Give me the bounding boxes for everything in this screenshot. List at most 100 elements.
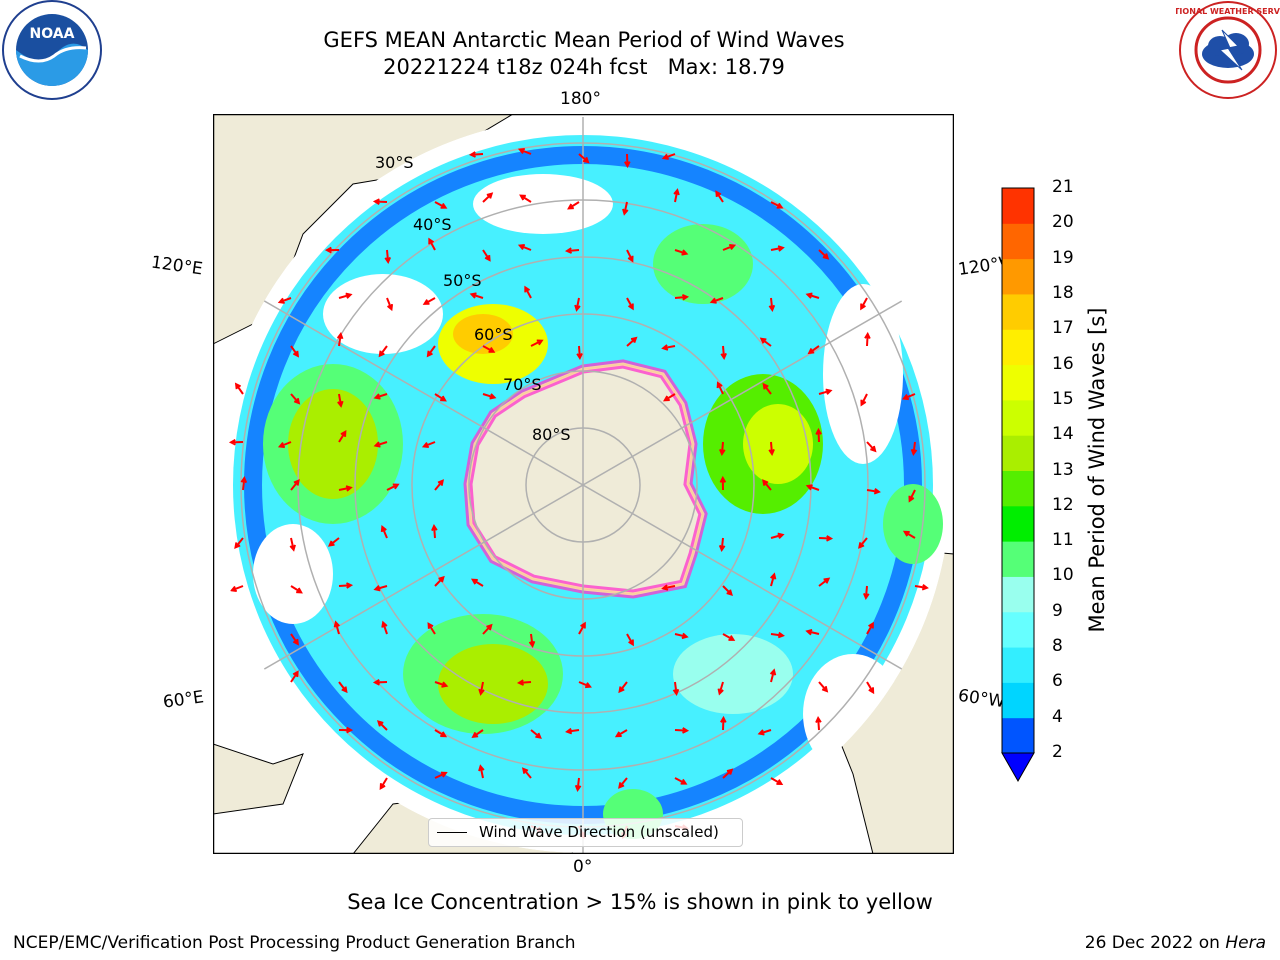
- wave-direction-arrow: [519, 194, 532, 203]
- colorbar-segment: [1002, 188, 1034, 224]
- colorbar-segment: [1002, 647, 1034, 683]
- colorbar-segment: [1002, 611, 1034, 648]
- wave-direction-arrow: [770, 201, 784, 209]
- wave-direction-arrow: [709, 297, 724, 304]
- wave-direction-arrow: [618, 777, 628, 789]
- wave-direction-arrow: [434, 681, 449, 688]
- wave-direction-arrow: [902, 530, 916, 539]
- wave-direction-arrow: [673, 188, 680, 203]
- wave-direction-arrow: [578, 153, 590, 164]
- colorbar-label: Mean Period of Wind Waves [s]: [1085, 307, 1109, 633]
- wave-direction-arrow: [722, 768, 734, 779]
- wave-direction-arrow: [768, 297, 776, 313]
- wave-direction-arrow: [234, 382, 244, 395]
- wave-direction-arrow: [626, 249, 634, 263]
- wave-direction-arrow: [478, 681, 485, 696]
- wave-direction-arrow: [901, 393, 916, 401]
- wave-direction-arrow: [333, 620, 341, 635]
- wave-direction-arrow: [770, 777, 784, 786]
- colorbar-segment: [1002, 505, 1034, 542]
- wave-direction-arrow: [338, 292, 353, 299]
- wave-direction-arrow: [381, 620, 388, 635]
- wave-direction-arrow: [517, 243, 532, 251]
- meridian-line: [215, 224, 951, 746]
- wave-direction-arrow: [434, 729, 448, 738]
- wave-direction-arrow: [866, 487, 881, 495]
- wave-direction-arrow: [324, 246, 340, 254]
- colorbar-segment: [1002, 364, 1034, 401]
- colorbar-segment: [1002, 682, 1034, 719]
- lon-label-lower-left: 60°E: [161, 687, 206, 713]
- colorbar-tick-label: 11: [1052, 530, 1074, 551]
- wave-direction-arrow: [434, 479, 445, 491]
- wave-direction-arrow: [818, 535, 834, 542]
- wave-direction-arrow: [661, 153, 676, 160]
- colorbar-segment: [1002, 258, 1034, 295]
- wave-direction-arrow: [818, 681, 829, 693]
- wave-direction-arrow: [379, 777, 388, 790]
- map-title: GEFS MEAN Antarctic Mean Period of Wind …: [323, 28, 845, 52]
- wave-direction-arrow: [380, 525, 388, 539]
- wave-direction-arrow: [567, 201, 580, 210]
- wave-direction-arrow: [482, 345, 496, 353]
- wave-direction-arrow: [290, 670, 299, 683]
- wave-direction-arrow: [229, 585, 244, 592]
- wave-direction-arrow: [290, 585, 303, 594]
- wave-direction-arrow: [530, 729, 542, 739]
- colorbar-tick-label: 20: [1052, 212, 1074, 233]
- colorbar-segment: [1002, 223, 1034, 260]
- colorbar-segment: [1002, 435, 1034, 471]
- wave-direction-arrow: [770, 572, 777, 587]
- wave-direction-arrow: [427, 622, 436, 635]
- wave-direction-arrow: [482, 393, 497, 400]
- colorbar-tick-label: 6: [1052, 671, 1063, 692]
- wave-direction-arrow: [858, 537, 868, 549]
- wave-direction-arrow: [757, 729, 772, 736]
- wave-direction-arrow: [565, 727, 580, 735]
- colorbar-segment: [1002, 399, 1034, 436]
- wave-direction-arrow: [672, 681, 680, 696]
- wave-direction-arrow: [818, 388, 833, 395]
- wave-direction-arrow: [807, 345, 820, 355]
- colorbar-tick-label: 15: [1052, 388, 1074, 409]
- colorbar-tick-label: 14: [1052, 424, 1074, 445]
- wave-direction-arrow: [908, 489, 916, 503]
- wave-direction-arrow: [866, 441, 877, 453]
- wave-direction-arrow: [277, 297, 292, 304]
- wave-direction-arrow: [290, 345, 300, 358]
- wave-direction-arrow: [805, 628, 820, 636]
- wave-direction-arrow: [720, 715, 727, 731]
- footer-date-text: 26 Dec 2022 on: [1084, 933, 1226, 953]
- wave-direction-arrow: [661, 344, 676, 351]
- wave-direction-arrow: [428, 237, 436, 251]
- wave-direction-arrow: [805, 484, 820, 491]
- wave-direction-arrow: [622, 201, 629, 216]
- wave-direction-arrow: [719, 475, 727, 491]
- wave-direction-arrow: [674, 249, 689, 256]
- wave-direction-arrow: [468, 151, 484, 158]
- colorbar-tick-label: 16: [1052, 353, 1074, 374]
- wave-direction-arrow: [574, 297, 581, 312]
- wave-direction-arrow: [818, 249, 830, 260]
- wave-direction-arrow: [818, 577, 831, 587]
- sea-ice-caption: Sea Ice Concentration > 15% is shown in …: [0, 890, 1280, 914]
- wave-direction-arrow: [528, 633, 536, 648]
- wave-direction-arrow: [626, 297, 634, 311]
- wave-direction-arrow: [564, 247, 580, 254]
- lon-label-lower-right: 60°W: [956, 685, 1007, 713]
- wave-direction-arrow: [516, 679, 532, 686]
- wave-direction-arrow: [422, 297, 436, 305]
- nws-logo: NATIONAL WEATHER SERVICE: [1162, 0, 1280, 104]
- noaa-logo-text: NOAA: [30, 26, 75, 42]
- wave-direction-arrow: [674, 777, 688, 785]
- wave-direction-arrow: [718, 537, 726, 553]
- wave-direction-arrow: [373, 393, 388, 400]
- wave-direction-arrow: [762, 479, 772, 491]
- wave-direction-arrow: [240, 475, 248, 491]
- wave-direction-arrow: [770, 631, 785, 639]
- wave-direction-arrow: [578, 621, 586, 635]
- wave-direction-arrow: [372, 679, 388, 686]
- wave-direction-arrow: [482, 623, 493, 635]
- colorbar-segment: [1002, 293, 1034, 330]
- wave-direction-arrow: [376, 720, 388, 731]
